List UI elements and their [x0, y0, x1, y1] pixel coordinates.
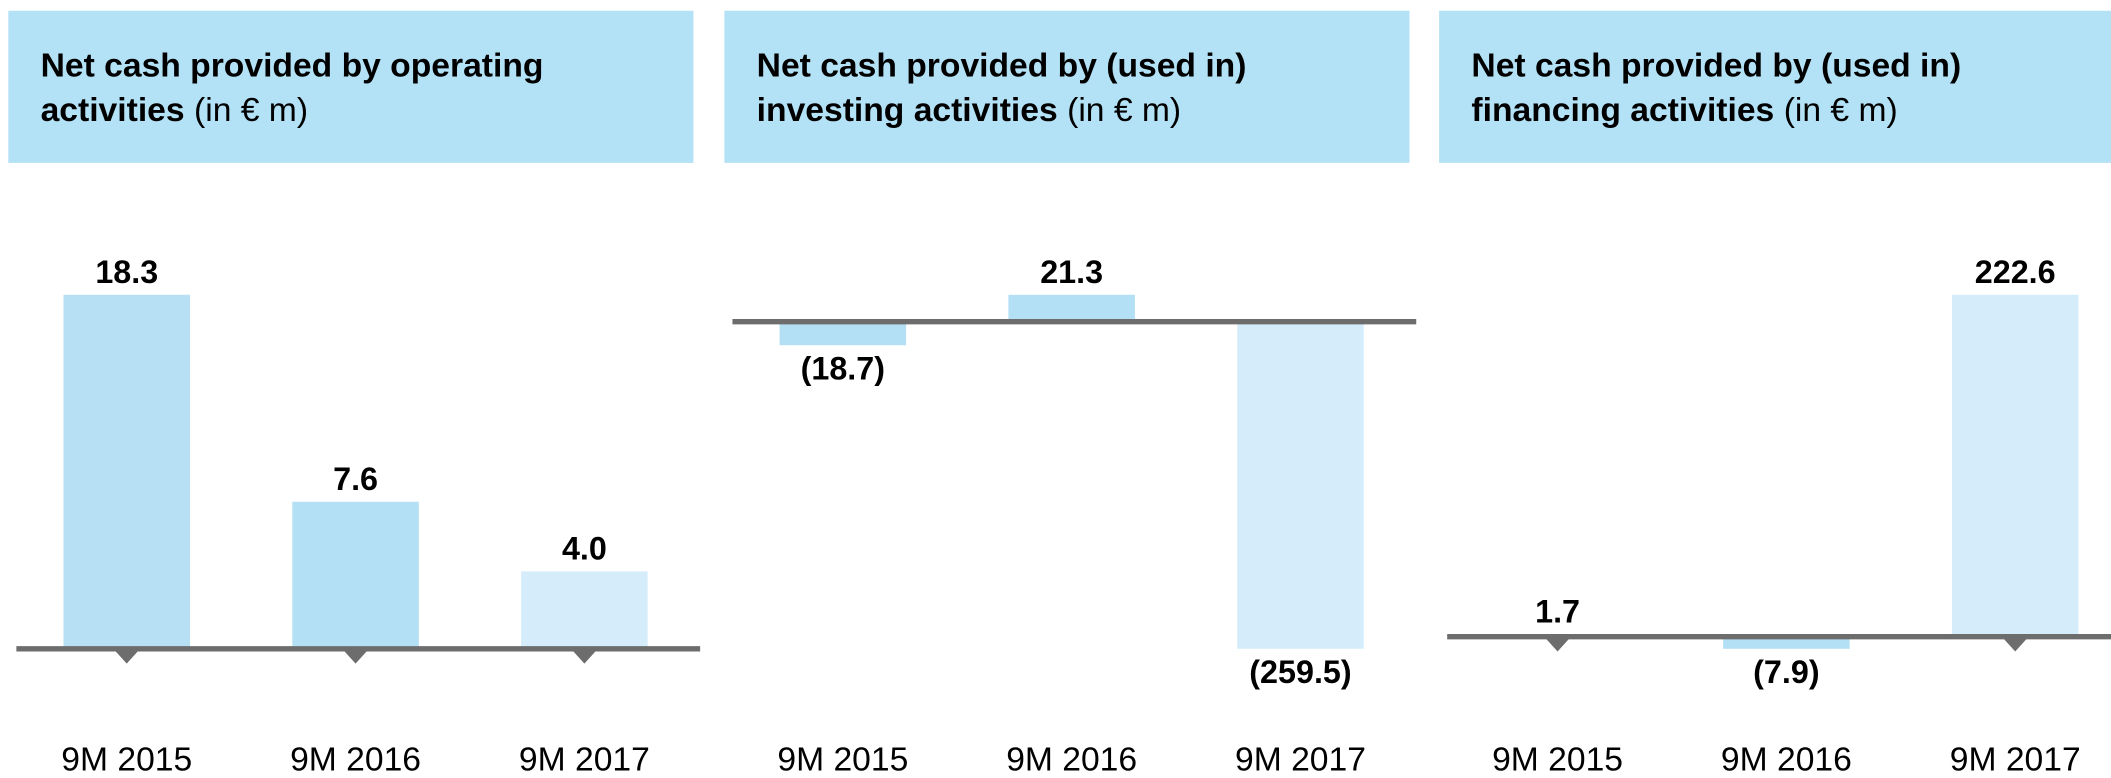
bar [779, 321, 907, 346]
chart-title: Net cash provided by (used in) [1471, 48, 1961, 85]
chart-title: Net cash provided by operating [41, 48, 544, 85]
x-tick-label: 9M 2017 [1950, 742, 2081, 778]
value-label: 18.3 [95, 254, 158, 290]
title-line: activities [41, 92, 185, 129]
value-label: 7.6 [333, 461, 378, 497]
baseline-marker [2001, 636, 2029, 652]
x-tick-label: 9M 2017 [519, 742, 650, 778]
value-label: (259.5) [1249, 654, 1351, 690]
header-box [8, 10, 694, 163]
chart-title: financing activities (in € m) [1471, 92, 1897, 129]
title-line: Net cash provided by (used in) [757, 48, 1247, 85]
value-label: (7.9) [1753, 654, 1819, 690]
baseline-marker [113, 648, 141, 664]
bar [1951, 294, 2079, 637]
header-box [724, 10, 1410, 163]
bar [292, 501, 419, 649]
x-tick-label: 9M 2016 [1721, 742, 1852, 778]
baseline-marker [1544, 636, 1572, 652]
title-line: Net cash provided by operating [41, 48, 544, 85]
title-line: Net cash provided by (used in) [1471, 48, 1961, 85]
bar [1723, 636, 1850, 649]
header-box [1439, 10, 2111, 163]
title-unit: (in € m) [1784, 92, 1898, 129]
value-label: 4.0 [562, 531, 607, 567]
value-label: 1.7 [1535, 593, 1580, 629]
chart-title: Net cash provided by (used in) [757, 48, 1247, 85]
x-tick-label: 9M 2017 [1235, 742, 1366, 778]
baseline-marker [570, 648, 598, 664]
x-tick-label: 9M 2015 [1492, 742, 1623, 778]
chart-title: activities (in € m) [41, 92, 308, 129]
value-label: 222.6 [1975, 254, 2056, 290]
bar [63, 294, 191, 649]
value-label: 21.3 [1040, 254, 1103, 290]
baseline-marker [342, 648, 370, 664]
bar [1237, 321, 1364, 649]
chart-title: investing activities (in € m) [757, 92, 1181, 129]
title-line: financing activities [1471, 92, 1774, 129]
title-unit: (in € m) [1067, 92, 1181, 129]
title-line: investing activities [757, 92, 1058, 129]
bar [521, 571, 648, 649]
x-tick-label: 9M 2015 [777, 742, 908, 778]
bar [1008, 294, 1135, 322]
x-tick-label: 9M 2016 [290, 742, 421, 778]
x-tick-label: 9M 2015 [61, 742, 192, 778]
title-unit: (in € m) [194, 92, 308, 129]
x-tick-label: 9M 2016 [1006, 742, 1137, 778]
value-label: (18.7) [801, 350, 885, 386]
